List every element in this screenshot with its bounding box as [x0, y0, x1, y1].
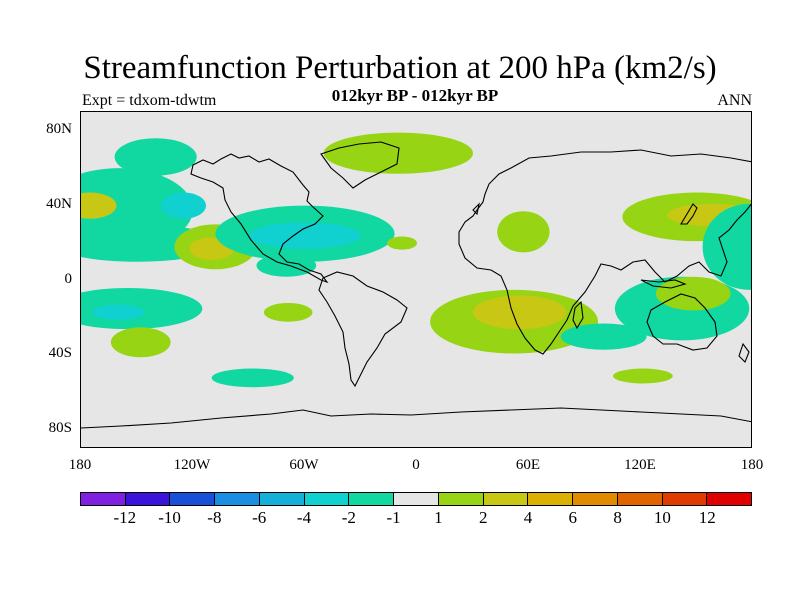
region-south-pacific-mid [110, 327, 171, 358]
region-alaska [114, 138, 197, 176]
region-arabia [497, 211, 550, 253]
colorbar-label: 10 [653, 508, 671, 527]
y-tick-label: 40S [48, 345, 72, 362]
japan-coast [680, 203, 698, 225]
y-tick-label: 80N [46, 120, 72, 137]
colorbar-label: 1 [434, 508, 443, 527]
experiment-label: Expt = tdxom-tdwtm [82, 92, 217, 109]
colorbar-cell [707, 493, 752, 505]
colorbar-label: -2 [341, 508, 356, 527]
colorbar-cell [259, 493, 305, 505]
colorbar-cell [304, 493, 350, 505]
british-isles-coast [472, 202, 480, 216]
colorbar-label: 6 [568, 508, 578, 527]
colorbar-label: -4 [296, 508, 312, 527]
colorbar-cell [483, 493, 529, 505]
region-atlantic-core [249, 222, 361, 249]
colorbar-cell [617, 493, 663, 505]
colorbar-label: 2 [478, 508, 488, 527]
region-south-pacific-east-core [92, 304, 145, 320]
madagascar-coast [572, 300, 584, 330]
x-tick-label: 60E [515, 457, 541, 473]
map-svg [81, 112, 751, 447]
colorbar-label: 8 [613, 508, 622, 527]
colorbar-cell [528, 493, 574, 505]
greenland-coast [320, 141, 400, 189]
colorbar-cell [573, 493, 618, 505]
chart-subtitle: 012kyr BP - 012kyr BP [331, 86, 499, 105]
colorbar-cell [349, 493, 395, 505]
antarctica-coast [81, 407, 751, 429]
y-tick-label: 40N [46, 195, 72, 212]
eurasia-africa-coast [458, 149, 751, 355]
x-tick-label: 0 [412, 457, 420, 473]
x-tick-label: 120E [624, 457, 656, 473]
region-south-america-south [211, 368, 294, 388]
region-south-america-north [256, 254, 317, 277]
colorbar-cell [662, 493, 708, 505]
colorbar [80, 492, 752, 506]
colorbar-label: 4 [523, 508, 533, 527]
australia-coast [646, 293, 718, 351]
region-indian-ocean-core [473, 295, 567, 330]
colorbar-label: -1 [386, 508, 401, 527]
x-tick-label: 120W [173, 457, 211, 473]
colorbar-cell [438, 493, 484, 505]
chart-title: Streamfunction Perturbation at 200 hPa (… [83, 50, 717, 86]
indonesia-coast [640, 279, 687, 289]
colorbar-cell [394, 493, 439, 505]
y-tick-label: 80S [48, 420, 72, 437]
colorbar-cell [215, 493, 260, 505]
map-plot-area [80, 111, 752, 448]
colorbar-label: 12 [698, 508, 716, 527]
colorbar-cell [81, 493, 126, 505]
y-tick-label: 0 [64, 270, 73, 287]
south-america-coast [318, 271, 408, 388]
region-australia-core [655, 276, 731, 311]
region-australia-south [613, 368, 673, 384]
region-north-africa [387, 236, 418, 250]
region-north-pacific-core [81, 192, 117, 219]
coastlines [81, 141, 751, 429]
colorbar-label: -12 [113, 508, 137, 527]
colorbar-label: -8 [207, 508, 222, 527]
region-north-pacific-inner [161, 192, 207, 219]
season-label: ANN [717, 92, 752, 109]
colorbar-cell [170, 493, 216, 505]
colorbar-cell [125, 493, 171, 505]
colorbar-label: -10 [158, 508, 181, 527]
new-zealand-coast [738, 342, 750, 363]
x-tick-label: 60W [289, 457, 319, 473]
region-australia-west [560, 323, 647, 350]
x-tick-label: 180 [68, 457, 92, 473]
region-north-pacific-dateline [702, 203, 751, 290]
x-tick-label: 180 [740, 457, 764, 473]
anomaly-regions [81, 132, 751, 388]
region-south-america-central [263, 302, 313, 322]
north-america-coast [190, 153, 329, 284]
colorbar-label: -6 [252, 508, 267, 527]
